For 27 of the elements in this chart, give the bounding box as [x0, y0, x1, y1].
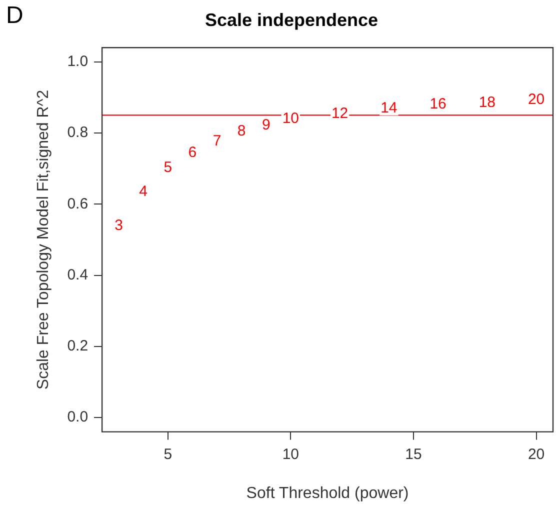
annotation: 10	[282, 110, 300, 128]
annotation: 3	[114, 216, 123, 234]
y-tick-label: 0.2	[67, 338, 88, 355]
y-tick-label: 1.0	[67, 52, 88, 70]
x-tick-label: 20	[528, 446, 545, 463]
annotation: 18	[478, 94, 496, 112]
annotation: 12	[331, 104, 348, 122]
annotation: 9	[262, 116, 270, 134]
annotation: 14	[380, 100, 398, 117]
chart-title: Scale independence	[204, 10, 378, 30]
y-tick-label: 0.4	[67, 266, 88, 284]
annotation: 8	[237, 122, 246, 140]
y-tick-label: 0.8	[67, 124, 88, 142]
annotation: 6	[188, 144, 197, 162]
y-tick-label: 0.6	[67, 195, 88, 212]
annotation: 16	[430, 95, 446, 112]
x-tick-label: 10	[282, 446, 300, 463]
x-tick-label: 15	[405, 446, 422, 463]
text: D	[6, 2, 24, 30]
y-axis-title: Scale Free Topology Model Fit,signed R^2	[35, 90, 52, 390]
x-tick-label: 5	[164, 446, 172, 463]
annotation: 20	[528, 91, 545, 108]
annotation: 4	[139, 183, 148, 200]
annotation: 5	[164, 158, 172, 176]
y-tick-label: 0.0	[67, 408, 88, 426]
annotation: 7	[212, 132, 222, 150]
x-axis-title: Soft Threshold (power)	[246, 484, 409, 502]
